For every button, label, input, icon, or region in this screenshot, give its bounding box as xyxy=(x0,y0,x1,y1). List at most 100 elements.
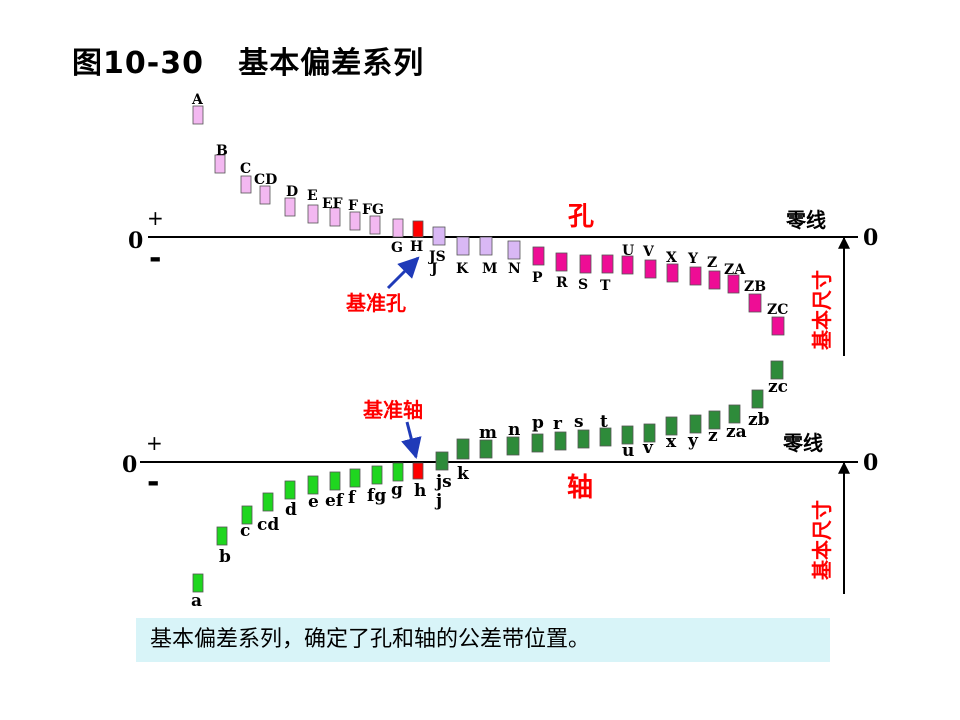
shaft-bar-label-s: s xyxy=(574,412,584,432)
hole-bar-R xyxy=(555,252,568,272)
shaft-bar-x xyxy=(665,416,678,436)
hole-bar-S xyxy=(579,254,592,274)
shaft-bar-b xyxy=(216,526,228,546)
shaft-bar-label-js: js xyxy=(434,472,452,492)
shaft-bar-ef xyxy=(329,471,341,491)
hole-bar-label-K: K xyxy=(456,261,469,277)
shaft-bar-label-t: t xyxy=(600,412,608,432)
shaft-bar-label-e: e xyxy=(308,492,319,512)
hole-bar-FG xyxy=(369,215,381,235)
shaft-basic-size-label: 基本尺寸 xyxy=(810,500,834,580)
hole-bar-T xyxy=(601,254,614,274)
shaft-zero-right: 0 xyxy=(863,450,878,476)
shaft-bar-g xyxy=(392,462,404,482)
shaft-bar-cd xyxy=(262,492,274,512)
hole-bar-V xyxy=(644,259,657,279)
shaft-bar-label-r: r xyxy=(553,414,563,434)
shaft-bar-n xyxy=(506,436,520,456)
hole-bar-P xyxy=(532,246,545,266)
hole-section-label: 孔 xyxy=(568,202,594,232)
shaft-bar-h xyxy=(412,462,424,480)
shaft-bar-label-fg: fg xyxy=(367,486,386,506)
shaft-bar-js xyxy=(435,451,449,471)
hole-bar-G xyxy=(392,218,404,238)
hole-bar-A xyxy=(192,105,204,125)
shaft-reference-label: 基准轴 xyxy=(363,398,423,422)
shaft-bar-y xyxy=(689,414,702,434)
shaft-bar-label-n: n xyxy=(508,420,520,440)
hole-bar-label-E: E xyxy=(307,188,318,204)
shaft-minus-sign: - xyxy=(147,465,159,500)
hole-bar-label-JS: JS xyxy=(427,249,446,265)
hole-zero-left: 0 xyxy=(128,228,143,254)
hole-bar-C xyxy=(240,175,252,194)
hole-bar-label-B: B xyxy=(216,143,228,159)
shaft-zero-left: 0 xyxy=(122,452,137,478)
shaft-bar-label-z: z xyxy=(708,426,718,446)
hole-bar-K xyxy=(456,236,470,256)
shaft-bar-label-v: v xyxy=(642,438,654,458)
hole-bar-label-H: H xyxy=(410,239,423,255)
hole-bar-N xyxy=(507,240,521,260)
shaft-bar-m xyxy=(479,439,493,459)
hole-bar-ZB xyxy=(748,293,762,313)
shaft-bar-label-zc: zc xyxy=(768,377,788,397)
hole-bar-JS xyxy=(432,226,446,246)
shaft-bar-label-a: a xyxy=(191,591,202,611)
shaft-zero-line-label: 零线 xyxy=(782,431,823,455)
shaft-bar-label-za: za xyxy=(726,422,747,442)
shaft-bar-k xyxy=(456,438,470,460)
shaft-bar-t xyxy=(599,427,612,447)
shaft-bar-label-b: b xyxy=(219,547,231,567)
shaft-bar-label-d: d xyxy=(285,500,297,520)
hole-bar-Y xyxy=(689,266,702,286)
shaft-bar-c xyxy=(241,505,253,525)
hole-bar-X xyxy=(666,263,679,283)
hole-bar-label-P: P xyxy=(532,270,543,286)
caption-box: 基本偏差系列，确定了孔和轴的公差带位置。 xyxy=(136,618,830,662)
hole-bar-label-ZA: ZA xyxy=(724,262,746,278)
hole-basic-size-label: 基本尺寸 xyxy=(810,270,834,350)
shaft-bar-a xyxy=(192,573,204,593)
hole-bar-label-T: T xyxy=(600,278,611,294)
hole-bar-Z xyxy=(708,270,721,290)
hole-minus-sign: - xyxy=(149,241,161,276)
hole-bar-label-M: M xyxy=(482,261,498,277)
hole-bar-label-F: F xyxy=(348,198,358,214)
hole-zero-right: 0 xyxy=(863,225,878,251)
hole-bar-CD xyxy=(259,185,271,205)
hole-bar-label-A: A xyxy=(191,92,204,108)
hole-bar-F xyxy=(349,211,361,231)
shaft-section-label: 轴 xyxy=(567,473,593,503)
hole-bar-label-ZC: ZC xyxy=(767,302,788,318)
shaft-bar-r xyxy=(554,431,567,451)
hole-plus-sign: + xyxy=(147,206,164,230)
shaft-bar-label-m: m xyxy=(479,423,497,443)
hole-bar-U xyxy=(621,255,634,275)
hole-bar-label-G: G xyxy=(391,240,403,256)
shaft-plus-sign: + xyxy=(146,431,163,455)
shaft-bar-label-c: c xyxy=(240,521,250,541)
shaft-bar-z xyxy=(708,410,721,430)
hole-bar-M xyxy=(479,236,493,256)
shaft-bar-f xyxy=(349,468,361,488)
shaft-bar-d xyxy=(284,480,296,500)
hole-bar-label-V: V xyxy=(642,244,655,260)
hole-bar-label-CD: CD xyxy=(254,172,277,188)
shaft-bar-label-x: x xyxy=(666,432,677,452)
hole-bar-ZC xyxy=(771,316,785,336)
hole-bar-label-X: X xyxy=(666,250,677,266)
shaft-bar-za xyxy=(728,404,741,424)
shaft-bar-label-y: y xyxy=(687,431,699,451)
hole-bar-label-D: D xyxy=(286,184,298,200)
shaft-reference-arrow xyxy=(401,421,422,460)
hole-bar-D xyxy=(284,197,296,217)
hole-bar-label-U: U xyxy=(622,243,634,259)
shaft-bar-label-g: g xyxy=(391,480,403,500)
shaft-bar-label-cd: cd xyxy=(257,515,279,535)
hole-bar-label-FG: FG xyxy=(362,202,384,218)
